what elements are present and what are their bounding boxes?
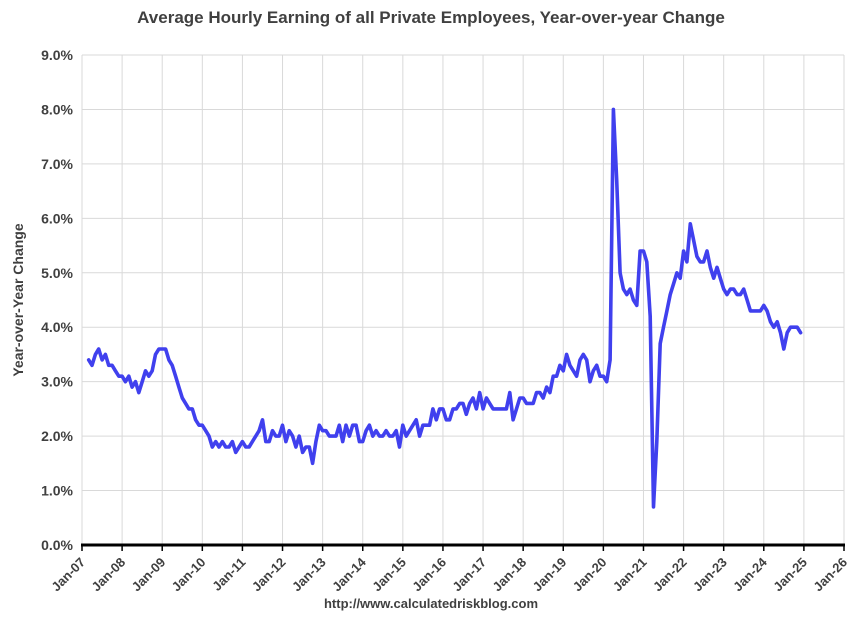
- chart-title: Average Hourly Earning of all Private Em…: [137, 8, 725, 27]
- x-tick-label: Jan-14: [329, 554, 369, 594]
- y-tick-labels: 0.0% 1.0% 2.0% 3.0% 4.0% 5.0% 6.0% 7.0% 8.0% 9.0%: [41, 47, 73, 553]
- x-axis: [81, 543, 845, 551]
- y-tick-label: 2.0%: [41, 428, 73, 444]
- x-tick-label: Jan-15: [369, 555, 409, 595]
- x-tick-label: Jan-07: [48, 555, 88, 595]
- y-tick-label: 6.0%: [41, 210, 73, 226]
- series-line: [86, 107, 803, 509]
- y-tick-label: 0.0%: [41, 537, 73, 553]
- y-tick-label: 8.0%: [41, 101, 73, 117]
- x-tick-label: Jan-22: [650, 555, 690, 595]
- x-tick-label: Jan-19: [530, 555, 570, 595]
- x-tick-label: Jan-25: [770, 555, 810, 595]
- y-tick-label: 1.0%: [41, 483, 73, 499]
- x-tick-label: Jan-09: [129, 555, 169, 595]
- x-tick-label: Jan-16: [409, 555, 449, 595]
- x-tick-labels: Jan-07 Jan-08 Jan-09 Jan-10 Jan-11 Jan-12 Jan-…: [48, 554, 850, 594]
- y-tick-label: 3.0%: [41, 374, 73, 390]
- x-tick-label: Jan-18: [490, 555, 530, 595]
- x-tick-label: Jan-11: [209, 555, 248, 594]
- source-url: http://www.calculatedriskblog.com: [323, 596, 539, 611]
- x-tick-label: Jan-13: [289, 555, 329, 595]
- x-tick-label: Jan-20: [570, 555, 610, 595]
- x-tick-label: Jan-26: [810, 555, 850, 595]
- x-tick-label: Jan-08: [88, 555, 128, 595]
- y-tick-label: 9.0%: [41, 47, 73, 63]
- x-tick-label: Jan-23: [690, 555, 730, 595]
- y-tick-label: 7.0%: [41, 156, 73, 172]
- x-tick-label: Jan-12: [249, 555, 289, 595]
- gridlines: [81, 54, 845, 545]
- y-tick-label: 4.0%: [41, 319, 73, 335]
- x-tick-label: Jan-10: [169, 555, 209, 595]
- x-tick-label: Jan-24: [730, 554, 770, 594]
- y-tick-label: 5.0%: [41, 265, 73, 281]
- x-tick-label: Jan-21: [610, 555, 650, 595]
- x-tick-label: Jan-17: [449, 555, 489, 595]
